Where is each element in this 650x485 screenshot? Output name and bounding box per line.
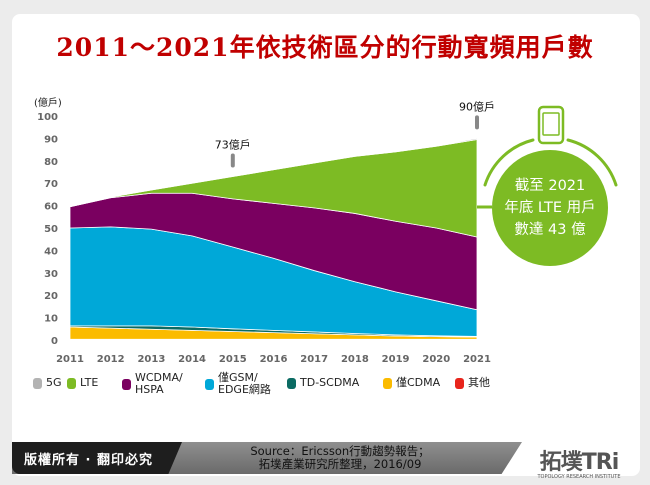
annotation-label: 73億戶 (215, 138, 251, 151)
legend-swatch (67, 377, 76, 389)
legend-label: 僅CDMA (396, 376, 441, 389)
y-tick-label: 20 (44, 291, 58, 302)
legend-swatch (122, 378, 131, 390)
legend-label: TD-SCDMA (300, 376, 360, 389)
x-tick-label: 2021 (463, 354, 491, 365)
y-tick-label: 60 (44, 202, 58, 213)
x-tick-label: 2014 (178, 354, 206, 365)
legend-swatch (205, 378, 214, 390)
legend-label: WCDMA/ HSPA (135, 371, 183, 396)
x-tick-label: 2011 (56, 354, 84, 365)
callout-circle (492, 150, 608, 266)
source-line: Source：Ericsson行動趨勢報告； (250, 444, 430, 458)
chart-legend: 5G LTE WCDMA/ HSPA 僅GSM/ EDGE網路 TD-SCDMA 僅CDM… (0, 372, 650, 402)
slide-title: 2011～2021年依技術區分的行動寬頻用戶數 (56, 33, 594, 62)
copyright-notice: 版權所有 · 翻印必究 (12, 442, 182, 474)
y-tick-label: 30 (44, 269, 58, 280)
legend-item: TD-SCDMA (287, 377, 359, 389)
area-5g (69, 137, 478, 208)
phone-icon (537, 105, 565, 145)
source-note: Source：Ericsson行動趨勢報告； 拓墣產業研究所整理，2016/09 (200, 445, 480, 471)
legend-item: LTE (67, 377, 98, 389)
y-axis-label: (億戶) (34, 96, 62, 109)
callout-line: 截至 2021 (514, 178, 586, 194)
y-tick-label: 40 (44, 246, 58, 257)
logo-text: 拓墣TRi (539, 450, 620, 475)
x-tick-label: 2019 (382, 354, 410, 365)
legend-item: 5G (33, 377, 62, 389)
x-tick-label: 2013 (137, 354, 165, 365)
y-tick-label: 80 (44, 157, 58, 168)
x-tick-label: 2015 (219, 354, 247, 365)
legend-item: 僅CDMA (383, 377, 440, 389)
y-tick-label: 50 (44, 224, 58, 235)
legend-label: 其他 (468, 376, 490, 389)
annotation-label: 90億戶 (459, 100, 495, 113)
y-tick-label: 10 (44, 314, 58, 325)
callout-arc (566, 138, 618, 187)
annotation-marker (475, 115, 479, 130)
annotation-marker (230, 153, 235, 168)
legend-label: LTE (80, 376, 99, 389)
y-tick-label: 100 (37, 112, 58, 123)
legend-label: 僅GSM/ EDGE網路 (218, 371, 271, 396)
y-tick-label: 0 (51, 336, 58, 347)
legend-item: WCDMA/ HSPA (122, 372, 183, 396)
logo-subtext: TOPOLOGY RESEARCH INSTITUTE (537, 474, 621, 480)
legend-label: 5G (46, 376, 62, 389)
x-tick-label: 2012 (97, 354, 125, 365)
callout-line: 數達 43 億 (514, 222, 586, 238)
tri-logo: 拓墣TRi TOPOLOGY RESEARCH INSTITUTE (524, 450, 634, 481)
y-tick-label: 70 (44, 179, 58, 190)
callout-text: 截至 2021 年底 LTE 用戶 數達 43 億 (492, 175, 608, 241)
source-line: 拓墣產業研究所整理，2016/09 (258, 457, 422, 471)
x-tick-label: 2017 (300, 354, 328, 365)
legend-swatch (287, 377, 296, 389)
callout-line: 年底 LTE 用戶 (504, 200, 596, 216)
x-tick-label: 2018 (341, 354, 369, 365)
x-tick-label: 2016 (260, 354, 288, 365)
phone-screen-icon (542, 112, 560, 136)
legend-item: 其他 (455, 377, 490, 389)
y-tick-label: 90 (44, 134, 58, 145)
legend-swatch (33, 377, 42, 389)
x-tick-label: 2020 (422, 354, 450, 365)
legend-item: 僅GSM/ EDGE網路 (205, 372, 271, 396)
legend-swatch (455, 377, 464, 389)
callout-arc (483, 138, 535, 187)
legend-swatch (383, 377, 392, 389)
